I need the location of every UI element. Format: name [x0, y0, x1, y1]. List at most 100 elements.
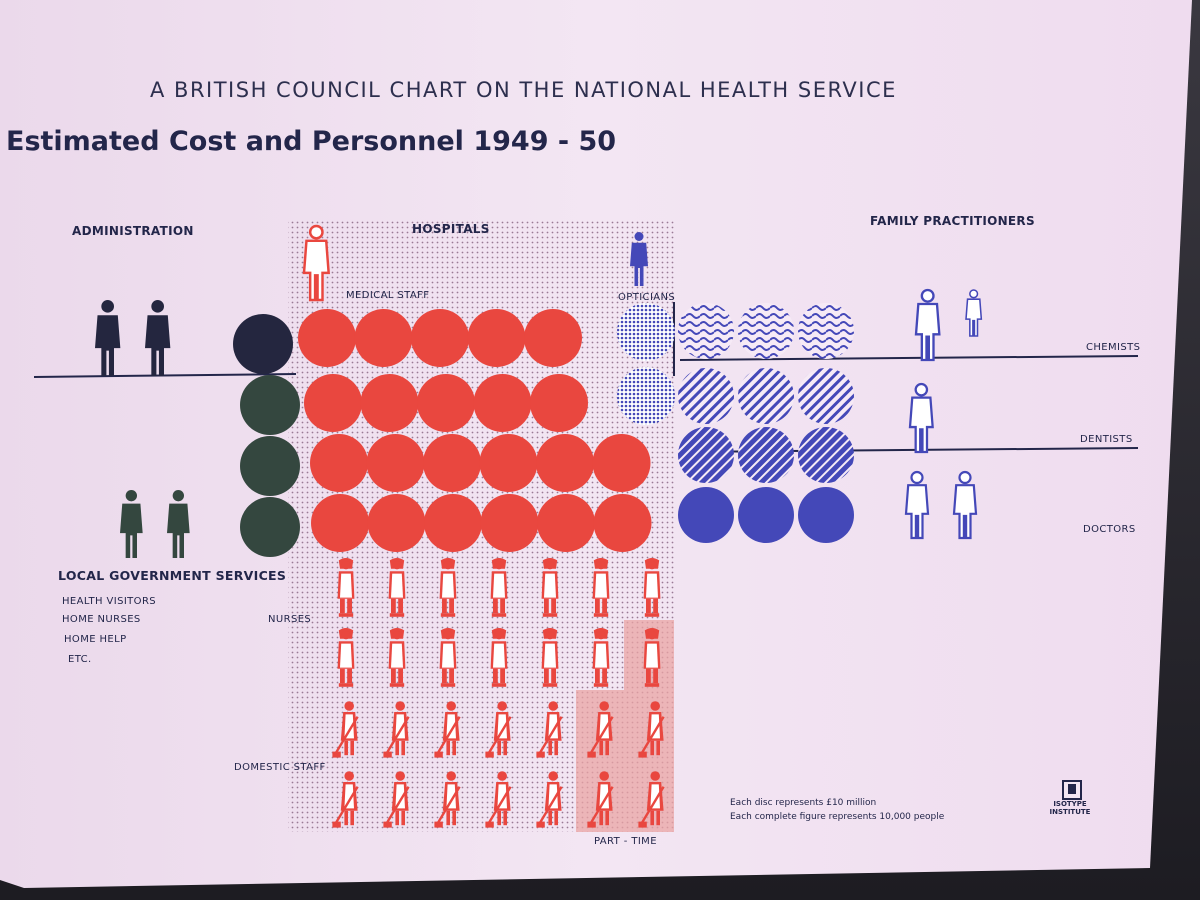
disc-hospitals	[479, 434, 538, 492]
disc-hospitals	[304, 374, 362, 432]
figure-nurse	[592, 628, 610, 687]
label-doctors: DOCTORS	[1083, 524, 1136, 535]
disc-hospitals	[354, 309, 413, 367]
disc-hospitals	[593, 494, 652, 552]
disc-hospitals	[537, 494, 595, 552]
figure-domestic-staff	[383, 771, 410, 828]
disc-hospitals	[411, 309, 469, 367]
disc-chemists	[798, 303, 854, 359]
disc-hospitals	[417, 374, 475, 432]
figure-nurse	[439, 558, 457, 617]
disc-hospitals	[360, 374, 419, 432]
disc-dentists	[738, 368, 794, 424]
figure-administration	[145, 300, 171, 376]
label-chemists: CHEMISTS	[1086, 342, 1141, 353]
disc-hospitals	[473, 374, 532, 432]
disc-hospitals	[366, 434, 425, 492]
figure-domestic-staff	[638, 771, 665, 828]
poster-supertitle: A BRITISH COUNCIL CHART ON THE NATIONAL …	[150, 78, 897, 102]
disc-dentists	[798, 368, 854, 424]
figure-dentists	[908, 382, 934, 454]
figure-nurse	[490, 628, 508, 687]
disc-dentists	[678, 368, 734, 424]
label-domestic-staff: DOMESTIC STAFF	[234, 762, 326, 773]
figure-nurse	[388, 628, 406, 687]
figure-nurse	[337, 558, 355, 617]
disc-hospitals	[298, 309, 356, 367]
figure-domestic-staff	[332, 771, 359, 828]
figure-domestic-staff	[536, 771, 563, 828]
label-administration: ADMINISTRATION	[72, 224, 194, 238]
figure-chemists	[965, 289, 983, 337]
disc-dentists-extra	[738, 427, 794, 483]
label-medical-staff: MEDICAL STAFF	[346, 290, 430, 301]
label-home-help: HOME HELP	[64, 634, 127, 645]
figure-doctors	[952, 470, 978, 540]
poster-title: Estimated Cost and Personnel 1949 - 50	[6, 126, 617, 157]
figure-local-government	[167, 490, 190, 558]
disc-hospitals	[592, 434, 651, 492]
figure-nurse	[490, 558, 508, 617]
figure-domestic-staff	[587, 771, 614, 828]
disc-hospitals	[311, 494, 369, 552]
figure-nurse	[337, 628, 355, 687]
disc-chemists	[738, 303, 794, 359]
disc-administration	[233, 314, 293, 374]
figure-nurse	[643, 558, 661, 617]
figure-domestic-staff	[434, 771, 461, 828]
figure-nurse	[541, 558, 559, 617]
label-dentists: DENTISTS	[1080, 434, 1133, 445]
disc-local-government	[240, 497, 300, 557]
disc-hospitals	[423, 434, 481, 492]
disc-hospitals	[524, 309, 582, 367]
disc-doctors	[798, 487, 854, 543]
disc-doctors	[738, 487, 794, 543]
disc-local-government	[240, 375, 300, 435]
figure-chemists	[914, 288, 941, 362]
figure-nurse	[388, 558, 406, 617]
figure-domestic-staff	[332, 701, 359, 758]
disc-hospitals	[467, 309, 526, 367]
figure-nurse	[439, 628, 457, 687]
figure-domestic-staff	[587, 701, 614, 758]
figure-doctors	[904, 470, 930, 540]
label-local-government: LOCAL GOVERNMENT SERVICES	[58, 568, 287, 583]
disc-opticians	[617, 303, 675, 361]
label-etc: ETC.	[68, 654, 92, 665]
disc-hospitals	[367, 494, 426, 552]
disc-hospitals	[536, 434, 594, 492]
figure-nurse	[541, 628, 559, 687]
figure-nurse-part-time	[643, 628, 661, 687]
disc-doctors	[678, 487, 734, 543]
label-part-time: PART - TIME	[594, 836, 657, 847]
disc-opticians	[617, 367, 675, 425]
disc-hospitals	[530, 374, 588, 432]
disc-hospitals	[424, 494, 482, 552]
disc-local-government	[240, 436, 300, 496]
label-family-practitioners: FAMILY PRACTITIONERS	[870, 214, 1035, 228]
legend-disc: Each disc represents £10 million	[730, 798, 877, 808]
figure-domestic-staff	[638, 701, 665, 758]
label-nurses: NURSES	[268, 614, 312, 625]
figure-opticians	[630, 232, 648, 286]
isotype-logo: ISOTYPE INSTITUTE	[1040, 780, 1100, 820]
disc-dentists-extra	[678, 427, 734, 483]
figure-domestic-staff	[536, 701, 563, 758]
figure-nurse	[592, 558, 610, 617]
admin-baseline	[33, 373, 297, 378]
figure-domestic-staff	[485, 771, 512, 828]
label-hospitals: HOSPITALS	[412, 222, 490, 236]
disc-chemists	[678, 303, 734, 359]
figure-domestic-staff	[434, 701, 461, 758]
figure-administration	[95, 300, 121, 376]
disc-hospitals	[310, 434, 368, 492]
label-home-nurses: HOME NURSES	[62, 614, 141, 625]
disc-hospitals	[480, 494, 539, 552]
disc-dentists-extra	[798, 427, 854, 483]
figure-medical-staff	[302, 224, 330, 302]
legend-figure: Each complete figure represents 10,000 p…	[730, 812, 945, 822]
figure-domestic-staff	[383, 701, 410, 758]
label-health-visitors: HEALTH VISITORS	[62, 596, 157, 607]
figure-local-government	[120, 490, 143, 558]
